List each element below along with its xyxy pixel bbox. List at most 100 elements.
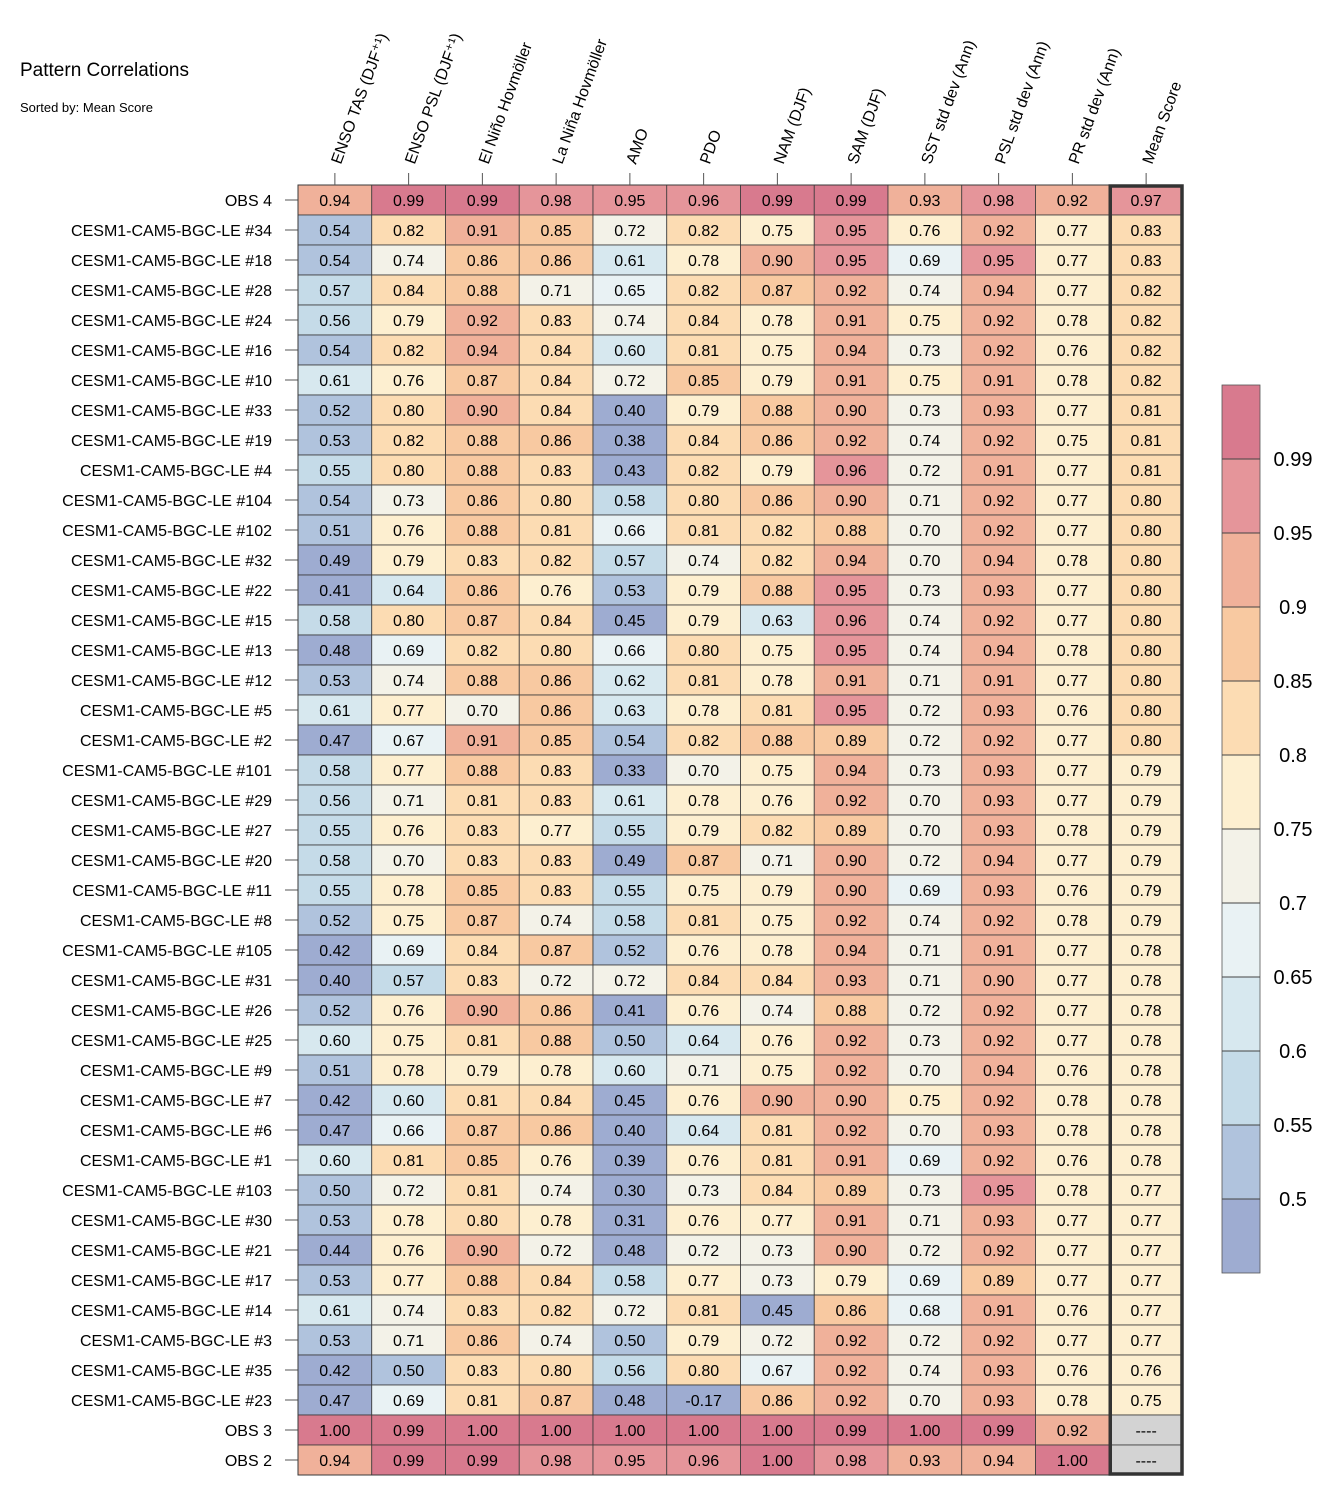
cell-value: 0.42 — [319, 943, 350, 960]
cell-value: 0.86 — [836, 1303, 867, 1320]
cell-value: 0.94 — [836, 553, 867, 570]
cell-value: 0.47 — [319, 1123, 350, 1140]
row-label-cesm1-cam5-bgc-le-103: CESM1-CAM5-BGC-LE #103 — [62, 1183, 272, 1200]
cell-value: 0.78 — [1131, 943, 1162, 960]
heatmap-cell — [371, 1444, 446, 1476]
row-label-obs-3: OBS 3 — [225, 1423, 272, 1440]
cell-value: 0.95 — [836, 223, 867, 240]
heatmap-cell — [518, 604, 594, 636]
heatmap-cell — [1035, 334, 1110, 366]
cell-value: 0.78 — [762, 673, 793, 690]
heatmap-cell — [445, 394, 520, 426]
cell-value: 0.52 — [614, 943, 645, 960]
cell-value: 0.61 — [319, 373, 350, 390]
cell-value: 0.57 — [393, 973, 424, 990]
cell-value: 0.51 — [319, 1063, 350, 1080]
cell-value: 0.95 — [836, 703, 867, 720]
heatmap-cell — [813, 754, 889, 786]
heatmap-cell — [813, 1114, 889, 1146]
cell-value: 0.76 — [1057, 1063, 1088, 1080]
cell-value: 0.64 — [393, 583, 424, 600]
cell-value: 0.79 — [467, 1063, 498, 1080]
cell-value: 0.93 — [909, 1453, 940, 1470]
cell-value: 0.39 — [614, 1153, 645, 1170]
cell-value: 0.86 — [541, 1123, 572, 1140]
cell-value: 0.84 — [541, 343, 572, 360]
cell-value: 0.54 — [319, 223, 350, 240]
cell-value: 0.77 — [1057, 733, 1088, 750]
cell-value: 0.74 — [909, 643, 940, 660]
heatmap-cell — [518, 694, 594, 726]
cell-value: 0.94 — [467, 343, 498, 360]
cell-value: 0.58 — [319, 853, 350, 870]
heatmap-cell — [887, 1144, 963, 1176]
cell-value: -0.17 — [685, 1393, 722, 1410]
cell-value: 0.74 — [909, 433, 940, 450]
cell-value: 0.91 — [836, 673, 867, 690]
cell-value: 0.76 — [688, 1213, 719, 1230]
cell-value: 0.77 — [1057, 1243, 1088, 1260]
colorbar-swatch — [1222, 829, 1260, 903]
cell-value: 0.86 — [541, 703, 572, 720]
heatmap-cell — [1035, 514, 1110, 546]
colorbar-swatch — [1222, 755, 1260, 829]
heatmap-cell — [961, 574, 1036, 606]
cell-value: 0.76 — [541, 583, 572, 600]
heatmap-cell — [592, 484, 668, 516]
cell-value: 0.55 — [319, 883, 350, 900]
heatmap-cell — [961, 934, 1036, 966]
heatmap-cell — [813, 874, 889, 906]
cell-value: 0.42 — [319, 1093, 350, 1110]
heatmap-cell — [666, 844, 741, 876]
heatmap-cell — [961, 814, 1036, 846]
cell-value: 1.00 — [541, 1423, 572, 1440]
cell-value: 0.88 — [762, 733, 793, 750]
cell-value: 0.73 — [762, 1243, 793, 1260]
heatmap-cell — [371, 754, 446, 786]
cell-value: 0.77 — [1057, 1273, 1088, 1290]
cell-value: 0.87 — [762, 283, 793, 300]
heatmap-cell — [961, 364, 1036, 396]
cell-value: 0.72 — [614, 373, 645, 390]
cell-value: 0.94 — [983, 283, 1014, 300]
heatmap-cell — [592, 1204, 668, 1236]
cell-value: 0.82 — [688, 463, 719, 480]
cell-value: 0.85 — [467, 1153, 498, 1170]
cell-value: 0.96 — [688, 193, 719, 210]
cell-value: 0.80 — [541, 493, 572, 510]
row-label-cesm1-cam5-bgc-le-17: CESM1-CAM5-BGC-LE #17 — [71, 1273, 272, 1290]
cell-value: 0.78 — [541, 1213, 572, 1230]
cell-value: 0.96 — [836, 463, 867, 480]
cell-value: 0.70 — [909, 523, 940, 540]
heatmap-cell — [518, 334, 594, 366]
cell-value: 0.77 — [393, 703, 424, 720]
heatmap-cell — [445, 604, 520, 636]
cell-value: 0.73 — [909, 763, 940, 780]
cell-value: 0.79 — [1131, 913, 1162, 930]
colorbar-tick-label: 0.55 — [1274, 1115, 1313, 1137]
heatmap-cell — [740, 754, 815, 786]
heatmap-cell — [887, 1084, 963, 1116]
cell-value: 0.78 — [762, 313, 793, 330]
cell-value: 0.45 — [614, 613, 645, 630]
heatmap-cell — [1108, 754, 1184, 786]
heatmap-cell — [297, 1204, 373, 1236]
heatmap-cell — [813, 334, 889, 366]
row-label-cesm1-cam5-bgc-le-35: CESM1-CAM5-BGC-LE #35 — [71, 1363, 272, 1380]
cell-value: 0.79 — [1131, 853, 1162, 870]
cell-value: 0.72 — [541, 1243, 572, 1260]
cell-value: 0.75 — [762, 223, 793, 240]
cell-value: 0.81 — [467, 1093, 498, 1110]
heatmap-cell — [1108, 334, 1184, 366]
cell-value: 0.63 — [614, 703, 645, 720]
heatmap-cell — [1035, 1444, 1110, 1476]
heatmap-cell — [592, 304, 668, 336]
heatmap-cell — [1108, 1324, 1184, 1356]
heatmap-cell — [1035, 874, 1110, 906]
cell-value: 0.88 — [467, 763, 498, 780]
heatmap-cell — [592, 604, 668, 636]
cell-value: 0.77 — [688, 1273, 719, 1290]
cell-value: 0.90 — [836, 883, 867, 900]
cell-value: 0.87 — [541, 1393, 572, 1410]
cell-value: 0.53 — [319, 1213, 350, 1230]
